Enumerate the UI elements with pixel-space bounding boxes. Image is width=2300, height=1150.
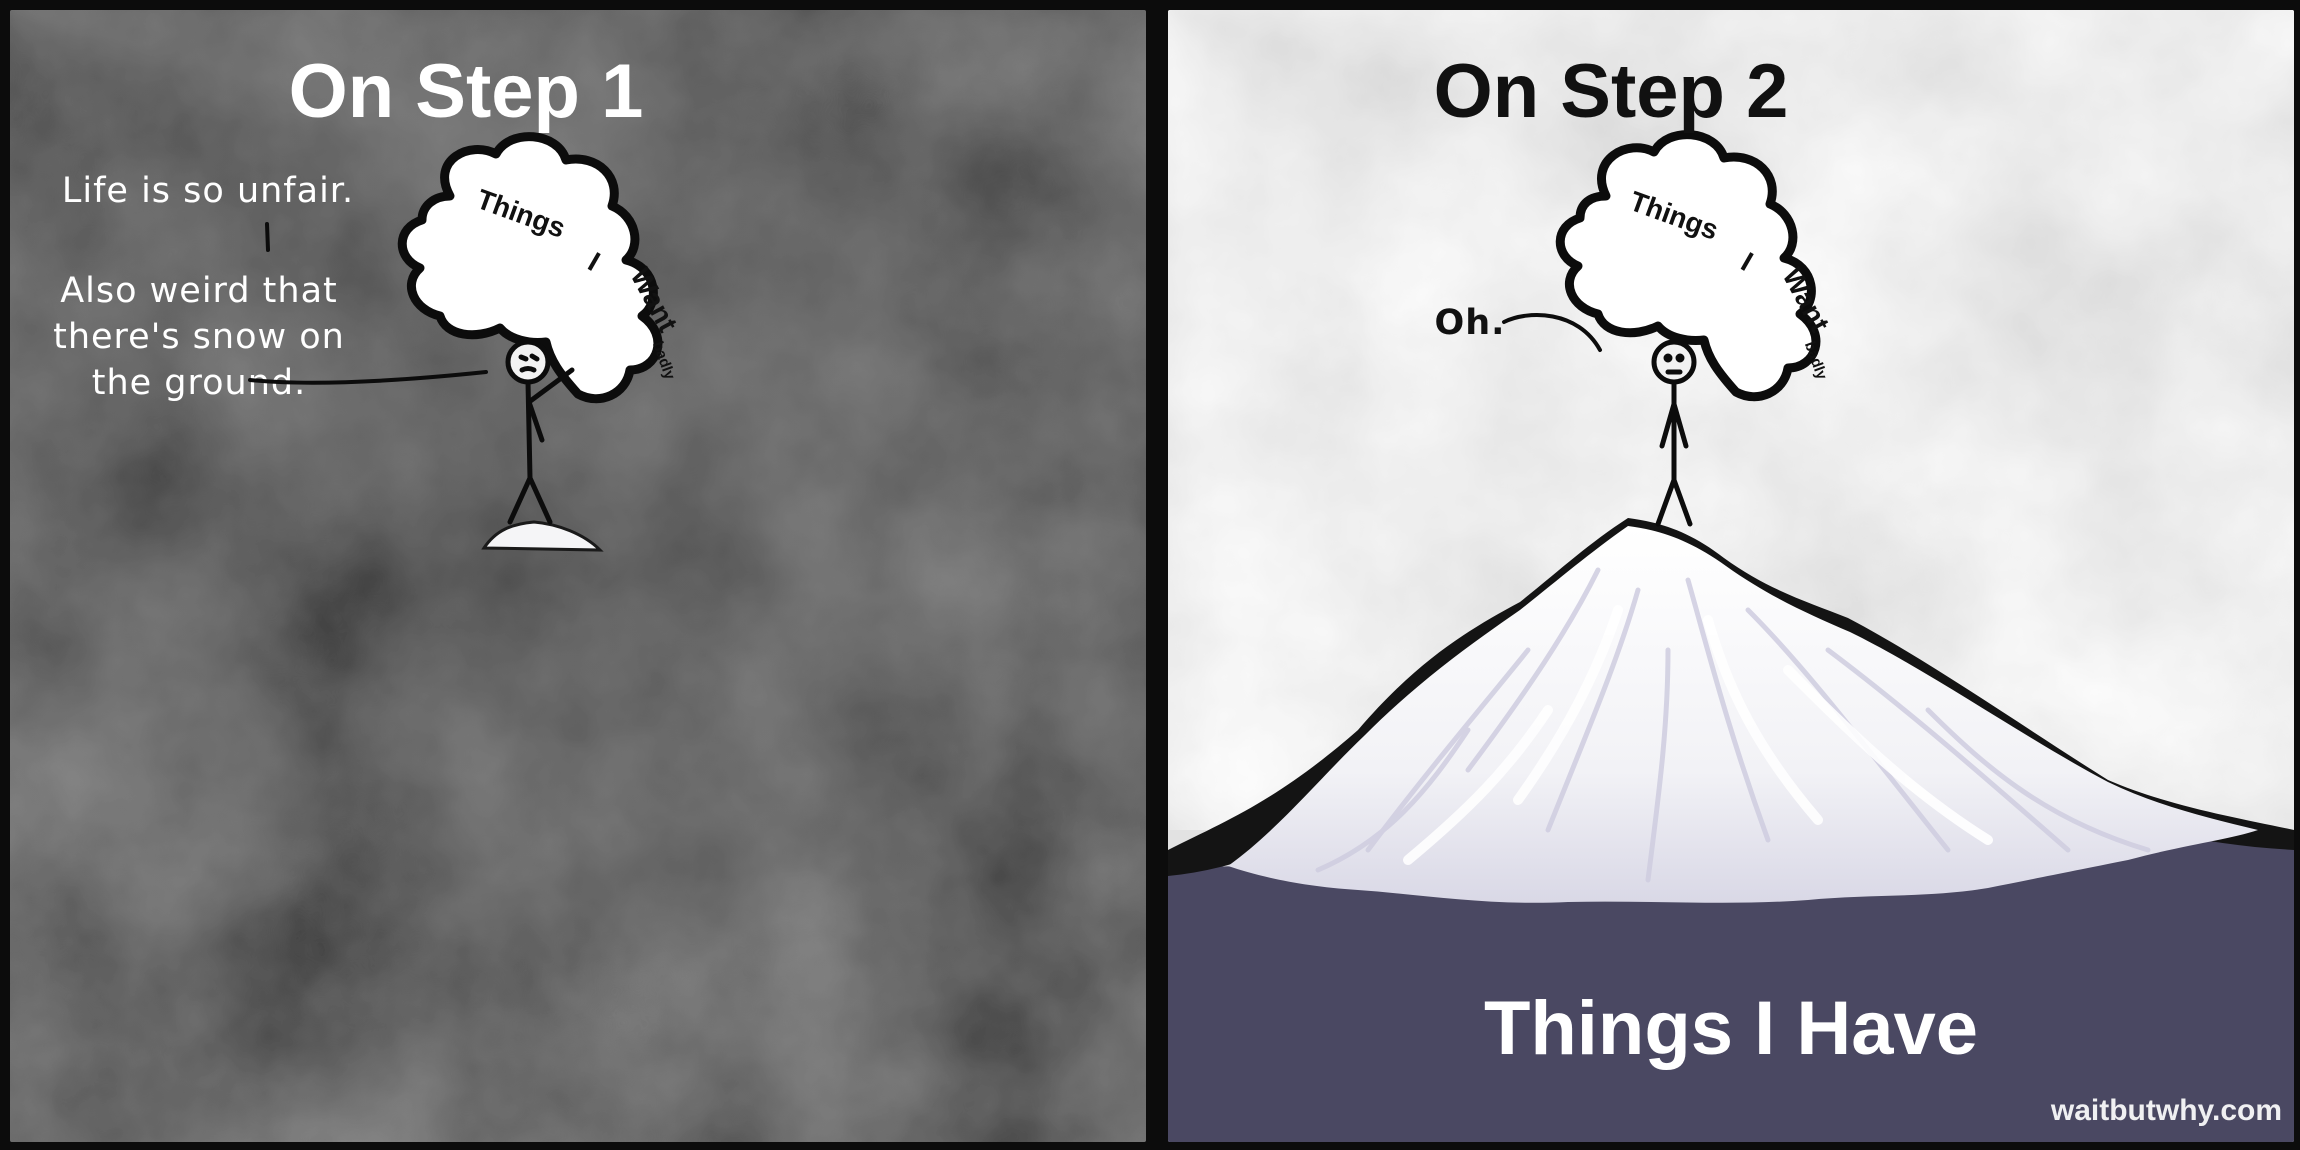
speech-line (248, 370, 488, 385)
thought-bubble (397, 132, 663, 404)
thought-bubble (1555, 130, 1821, 402)
speech-line (1502, 313, 1602, 352)
panel-step-1: On Step 1 Life is so unfair. Also weird … (10, 10, 1146, 1142)
site-credit: waitbutwhy.com (2050, 1094, 2282, 1127)
stick-figure-scene-left (248, 132, 663, 552)
caption-snow: Also weird that there's snow on the grou… (53, 271, 345, 403)
mountain-label: Things I Have (1483, 986, 1979, 1071)
caption-connector (265, 222, 270, 252)
stick-figure-surprised (1651, 339, 1697, 527)
panel-title: On Step 1 (288, 49, 644, 134)
ground (1168, 836, 2294, 1142)
snow-texture (1315, 567, 2151, 883)
panel-step-2: On Step 2 Oh. Things I Want badly Things… (1168, 10, 2294, 1142)
light-cloud-background (1168, 10, 2294, 1142)
caption-life-unfair: Life is so unfair. (61, 171, 355, 211)
speech-oh: Oh. (1434, 303, 1506, 343)
panel-title: On Step 2 (1433, 49, 1789, 134)
tiny-snow-peak (481, 520, 604, 552)
stick-figure-sad (505, 339, 575, 525)
